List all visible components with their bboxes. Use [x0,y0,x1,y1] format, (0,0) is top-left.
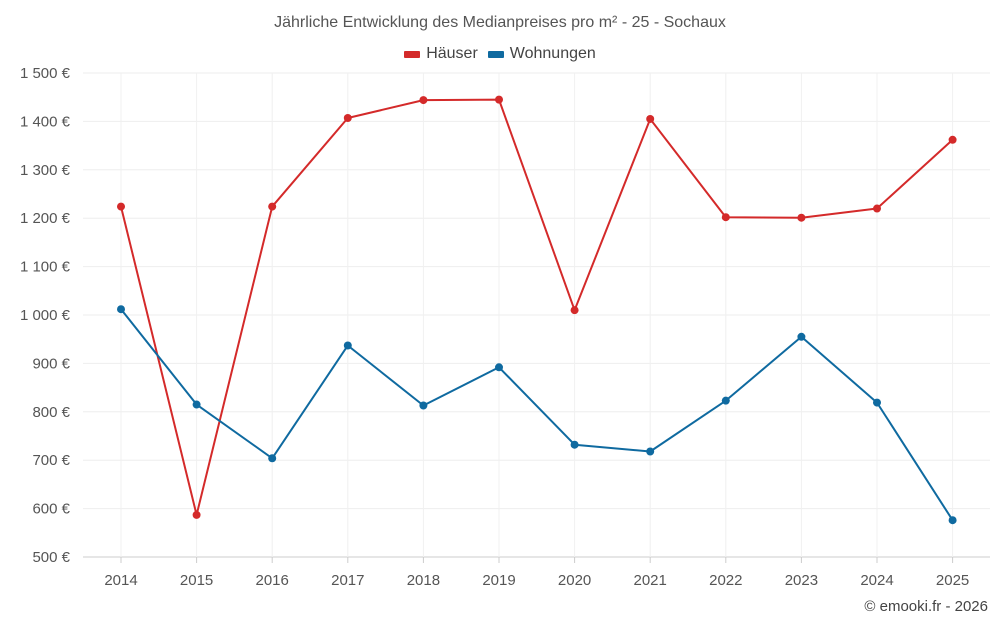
legend-label-haeuser: Häuser [426,45,478,62]
legend-swatch-wohnungen [487,50,504,58]
data-point-haeuser[interactable] [646,114,655,123]
x-tick-label: 2014 [104,572,137,589]
data-point-haeuser[interactable] [419,96,428,105]
data-point-haeuser[interactable] [797,213,806,222]
legend: Häuser Wohnungen [0,45,1000,63]
data-point-wohnungen[interactable] [873,398,881,407]
chart-title: Jährliche Entwicklung des Medianpreises … [274,14,726,31]
y-tick-label: 1 200 € [20,210,71,227]
data-point-haeuser[interactable] [721,213,730,222]
data-point-haeuser[interactable] [192,510,201,519]
y-tick-label: 700 € [32,452,70,469]
y-tick-label: 1 400 € [20,113,71,130]
x-tick-label: 2016 [256,572,289,589]
data-point-wohnungen[interactable] [419,401,428,410]
x-tick-label: 2021 [634,572,667,589]
data-point-haeuser[interactable] [570,306,579,315]
x-tick-label: 2020 [558,572,591,589]
y-tick-label: 1 300 € [20,162,71,179]
y-tick-label: 600 € [32,501,70,518]
x-tick-label: 2018 [407,572,440,589]
data-point-wohnungen[interactable] [343,341,352,350]
data-point-wohnungen[interactable] [268,454,277,463]
legend-label-wohnungen: Wohnungen [509,45,596,62]
data-point-haeuser[interactable] [268,202,277,211]
data-point-haeuser[interactable] [948,135,957,144]
data-point-wohnungen[interactable] [948,516,957,525]
x-tick-label: 2015 [180,572,213,589]
y-tick-label: 500 € [32,549,70,566]
x-tick-label: 2017 [331,572,364,589]
y-tick-label: 1 500 € [20,65,71,82]
data-point-haeuser[interactable] [117,202,125,211]
data-point-wohnungen[interactable] [117,305,125,314]
data-point-wohnungen[interactable] [495,363,503,372]
x-tick-label: 2024 [860,572,893,589]
y-tick-label: 1 000 € [20,307,71,324]
x-tick-label: 2025 [936,572,969,589]
legend-swatch-haeuser [404,50,421,58]
data-point-wohnungen[interactable] [797,332,806,341]
y-tick-label: 1 100 € [20,259,71,276]
data-point-wohnungen[interactable] [646,447,655,456]
y-tick-label: 800 € [32,404,70,421]
x-tick-label: 2023 [785,572,818,589]
x-tick-label: 2019 [482,572,515,589]
legend-item-wohnungen[interactable]: Wohnungen [487,45,596,63]
series-line-haeuser [120,98,954,516]
legend-item-haeuser[interactable]: Häuser [404,45,478,63]
data-point-haeuser[interactable] [343,114,352,123]
series-line-wohnungen [120,308,954,521]
y-tick-label: 900 € [32,355,70,372]
copyright-credit: © emooki.fr - 2026 [864,598,988,615]
data-point-wohnungen[interactable] [192,400,201,409]
data-point-wohnungen[interactable] [721,396,730,405]
x-tick-label: 2022 [709,572,742,589]
data-point-haeuser[interactable] [873,204,881,213]
data-point-haeuser[interactable] [495,95,503,104]
data-point-wohnungen[interactable] [570,440,579,449]
